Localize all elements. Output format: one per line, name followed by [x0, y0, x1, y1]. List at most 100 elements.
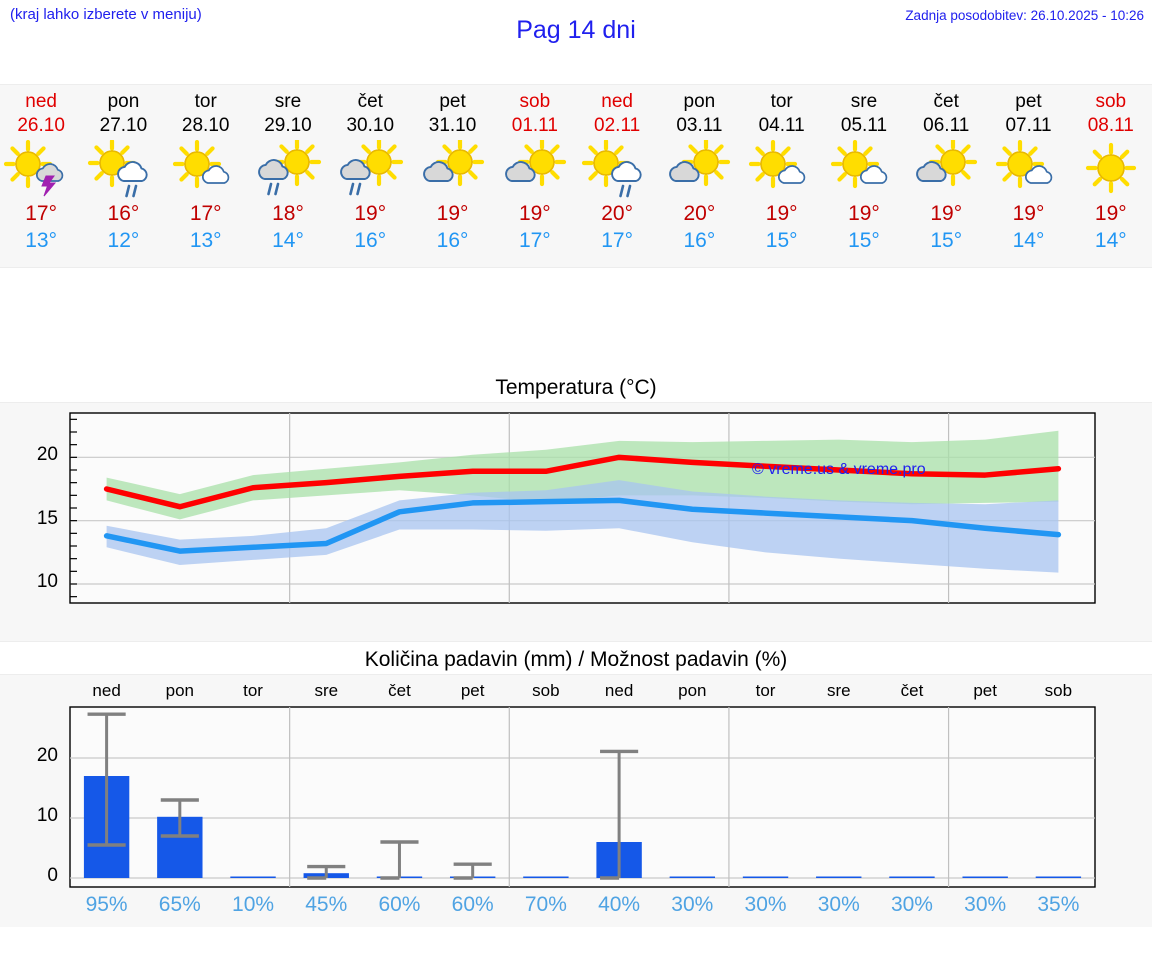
- day-temp-max: 19°: [1094, 202, 1127, 225]
- prec-day-label-13: sob: [1044, 681, 1073, 700]
- day-date: 26.10: [17, 115, 65, 136]
- day-temp-max: 19°: [436, 202, 469, 225]
- prec-day-label-12: pet: [973, 681, 997, 700]
- forecast-day-2[interactable]: tor 28.10 17° 13°: [165, 85, 247, 267]
- page-title: Pag 14 dni: [516, 16, 636, 44]
- day-temp-min: 16°: [683, 229, 716, 252]
- precip-probability-6: 70%: [524, 893, 567, 916]
- prec-day-label-8: pon: [678, 681, 707, 700]
- precip-probability-12: 30%: [964, 893, 1007, 916]
- forecast-day-13[interactable]: sob 08.11 19° 14°: [1070, 85, 1152, 267]
- prec-day-label-11: čet: [900, 681, 924, 700]
- prec-y-tick-10: 10: [36, 805, 58, 826]
- precip-probability-9: 30%: [744, 893, 787, 916]
- day-name: sob: [1095, 91, 1127, 112]
- day-temp-min: 14°: [1094, 229, 1127, 252]
- day-temp-max: 19°: [930, 202, 963, 225]
- prec-day-label-4: čet: [388, 681, 411, 700]
- location-menu-note[interactable]: (kraj lahko izberete v meniju): [10, 6, 202, 23]
- day-date: 05.11: [840, 115, 888, 136]
- day-name: tor: [770, 91, 793, 112]
- cloud-sun-icon: [907, 140, 985, 198]
- forecast-day-4[interactable]: čet 30.10 19° 16°: [329, 85, 411, 267]
- prec-day-label-10: sre: [826, 681, 851, 700]
- day-date: 07.11: [1005, 115, 1052, 136]
- day-temp-min: 16°: [436, 229, 469, 252]
- precip-probability-11: 30%: [890, 893, 933, 916]
- day-temp-max: 16°: [107, 202, 140, 225]
- sun-cloud-icon: [167, 140, 245, 198]
- day-date: 02.11: [594, 115, 641, 136]
- precipitation-chart: 0 10 20 ned pon tor sre čet pet sob ned pon tor sre če…: [0, 674, 1152, 927]
- cloud-sun-icon: [660, 140, 738, 198]
- day-temp-max: 19°: [518, 202, 551, 225]
- spacer: [0, 268, 1152, 370]
- forecast-day-1[interactable]: pon 27.10 16° 12°: [82, 85, 164, 267]
- day-temp-min: 16°: [354, 229, 387, 252]
- day-name: čet: [357, 91, 383, 112]
- day-temp-min: 12°: [107, 229, 140, 252]
- day-temp-min: 13°: [25, 229, 58, 252]
- day-name: pon: [107, 91, 140, 112]
- copyright-text: © vreme.us & vreme.pro: [752, 461, 926, 478]
- day-temp-min: 17°: [601, 229, 633, 252]
- prec-day-label-7: ned: [604, 681, 634, 700]
- day-name: pet: [439, 91, 466, 112]
- forecast-day-9[interactable]: tor 04.11 19° 15°: [741, 85, 823, 267]
- day-temp-min: 14°: [272, 229, 304, 252]
- day-temp-min: 14°: [1012, 229, 1045, 252]
- forecast-day-10[interactable]: sre 05.11 19° 15°: [823, 85, 905, 267]
- temperature-chart-title: Temperatura (°C): [0, 370, 1152, 402]
- forecast-day-8[interactable]: pon 03.11 20° 16°: [658, 85, 740, 267]
- sun-cloud-rain-icon: [84, 140, 162, 198]
- temperature-chart: 10 15 20 © vreme.us & vreme.pro: [0, 402, 1152, 642]
- temp-y-tick-15: 15: [36, 507, 58, 529]
- day-date: 08.11: [1087, 115, 1134, 136]
- prec-y-tick-0: 0: [47, 865, 58, 886]
- day-date: 29.10: [264, 115, 312, 136]
- sun-cloud-icon: [825, 140, 903, 198]
- day-temp-max: 17°: [189, 202, 222, 225]
- day-date: 04.11: [758, 115, 805, 136]
- day-name: ned: [25, 91, 57, 112]
- precip-probability-0: 95%: [85, 893, 128, 916]
- forecast-day-3[interactable]: sre 29.10 18° 14°: [247, 85, 329, 267]
- prec-day-label-2: tor: [243, 681, 263, 700]
- day-name: tor: [194, 91, 217, 112]
- day-date: 01.11: [511, 115, 558, 136]
- day-temp-max: 20°: [683, 202, 716, 225]
- forecast-day-0[interactable]: ned 26.10 17° 13°: [0, 85, 82, 267]
- day-date: 03.11: [676, 115, 723, 136]
- day-temp-max: 18°: [272, 202, 304, 225]
- cloud-sun-rain-icon: [249, 140, 327, 198]
- day-temp-max: 19°: [848, 202, 880, 225]
- precip-probability-8: 30%: [671, 893, 714, 916]
- forecast-day-11[interactable]: čet 06.11 19° 15°: [905, 85, 987, 267]
- day-temp-min: 15°: [848, 229, 880, 252]
- page-footer: [0, 927, 1152, 977]
- sun-cloud-icon: [743, 140, 821, 198]
- prec-day-label-3: sre: [314, 681, 339, 700]
- precip-probability-13: 35%: [1037, 893, 1080, 916]
- precip-probability-4: 60%: [378, 893, 421, 916]
- page-header: (kraj lahko izberete v meniju) Pag 14 dn…: [0, 0, 1152, 84]
- forecast-day-12[interactable]: pet 07.11 19° 14°: [987, 85, 1069, 267]
- forecast-day-5[interactable]: pet 31.10 19° 16°: [411, 85, 493, 267]
- temp-y-tick-20: 20: [36, 444, 58, 466]
- precip-probability-5: 60%: [451, 893, 494, 916]
- day-temp-max: 20°: [601, 202, 633, 225]
- prec-day-label-5: pet: [460, 681, 485, 700]
- day-temp-max: 19°: [1012, 202, 1045, 225]
- day-name: pon: [683, 91, 716, 112]
- prec-day-label-0: ned: [92, 681, 121, 700]
- day-temp-min: 17°: [518, 229, 551, 252]
- precipitation-chart-title: Količina padavin (mm) / Možnost padavin …: [0, 642, 1152, 674]
- prec-day-label-9: tor: [755, 681, 776, 700]
- day-date: 28.10: [181, 115, 230, 136]
- sun-cloud-rain-icon: [578, 140, 656, 198]
- day-temp-min: 15°: [930, 229, 963, 252]
- precip-probability-7: 40%: [598, 893, 641, 916]
- day-date: 31.10: [428, 115, 477, 136]
- forecast-day-7[interactable]: ned 02.11 20° 17°: [576, 85, 658, 267]
- forecast-day-6[interactable]: sob 01.11 19° 17°: [494, 85, 576, 267]
